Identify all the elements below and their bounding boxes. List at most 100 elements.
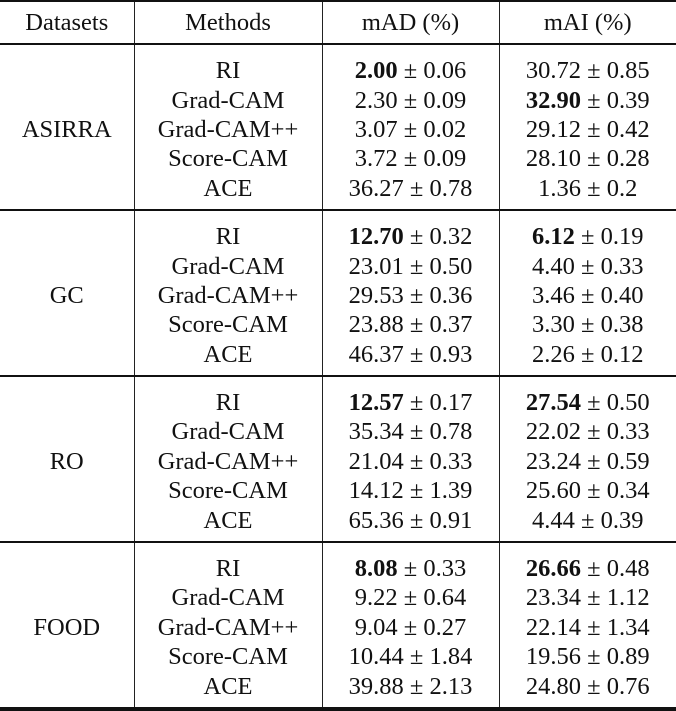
group-gap (0, 542, 676, 554)
mai-std: 0.50 (606, 389, 650, 417)
mai-mean: 3.30 (532, 311, 575, 339)
group-gap (0, 534, 676, 542)
mai-cell: 1.36 ± 0.2 (498, 173, 676, 203)
mad-std: 0.09 (423, 86, 467, 114)
plus-minus-sign: ± (587, 477, 601, 505)
plus-minus-sign: ± (581, 252, 595, 280)
mad-std: 0.64 (423, 584, 467, 612)
mai-cell: 24.80 ± 0.76 (498, 671, 676, 701)
mad-mean: 14.12 (348, 477, 404, 505)
mad-cell: 23.88 ± 0.37 (321, 310, 499, 340)
mad-cell: 2.30 ± 0.09 (321, 85, 499, 115)
table-row: Grad-CAM 9.22 ± 0.64 23.34 ± 1.12 (0, 583, 676, 613)
group-gap (0, 210, 676, 222)
dataset-name: GC (49, 281, 84, 309)
mai-std: 0.40 (600, 281, 644, 309)
table-row: Grad-CAM++ 21.04 ± 0.33 23.24 ± 0.59 (0, 446, 676, 477)
plus-minus-sign: ± (587, 613, 601, 641)
mai-std: 0.76 (606, 672, 650, 700)
plus-minus-sign: ± (403, 555, 418, 583)
plus-minus-sign: ± (409, 506, 424, 534)
mai-mean: 1.36 (538, 174, 582, 202)
mad-std: 0.36 (429, 281, 473, 309)
plus-minus-sign: ± (587, 555, 601, 583)
mai-cell: 4.40 ± 0.33 (498, 251, 676, 281)
group-gap (0, 202, 676, 210)
mai-mean: 23.34 (525, 584, 582, 612)
mad-cell: 23.01 ± 0.50 (321, 251, 499, 281)
mai-cell: 25.60 ± 0.34 (498, 476, 676, 506)
plus-minus-sign: ± (409, 389, 424, 417)
mad-mean: 12.57 (348, 389, 404, 417)
mai-std: 0.89 (606, 643, 650, 671)
mad-std: 0.50 (429, 252, 473, 280)
mad-std: 0.33 (423, 555, 467, 583)
plus-minus-sign: ± (403, 115, 418, 143)
mad-mean: 2.00 (354, 57, 398, 85)
mad-cell: 10.44 ± 1.84 (321, 642, 499, 672)
mai-std: 0.48 (606, 555, 650, 583)
mai-cell: 3.30 ± 0.38 (498, 310, 676, 340)
mai-mean: 29.12 (525, 115, 582, 143)
plus-minus-sign: ± (581, 506, 595, 534)
mai-std: 0.19 (600, 223, 644, 251)
mai-cell: 3.46 ± 0.40 (498, 280, 676, 311)
mad-cell: 9.22 ± 0.64 (321, 583, 499, 613)
mai-cell: 29.12 ± 0.42 (498, 114, 676, 145)
mad-cell: 12.57 ± 0.17 (321, 387, 499, 418)
table-row: Grad-CAM 35.34 ± 0.78 22.02 ± 0.33 (0, 417, 676, 447)
mad-std: 0.06 (423, 57, 467, 85)
mad-cell: 65.36 ± 0.91 (321, 505, 499, 535)
plus-minus-sign: ± (587, 115, 601, 143)
mad-cell: 8.08 ± 0.33 (321, 553, 499, 584)
mai-cell: 19.56 ± 0.89 (498, 642, 676, 672)
plus-minus-sign: ± (581, 281, 595, 309)
table-row: FOOD RI 8.08 ± 0.33 26.66 ± 0.48 (0, 553, 676, 641)
method-name: Grad-CAM++ (133, 114, 322, 145)
mad-std: 0.37 (429, 311, 473, 339)
mai-cell: 28.10 ± 0.28 (498, 144, 676, 174)
plus-minus-sign: ± (409, 223, 424, 251)
mad-cell: 3.72 ± 0.09 (321, 144, 499, 174)
plus-minus-sign: ± (409, 672, 424, 700)
mad-cell: 36.27 ± 0.78 (321, 173, 499, 203)
mai-mean: 3.46 (532, 281, 575, 309)
table-row: ACE 46.37 ± 0.93 2.26 ± 0.12 (0, 339, 676, 369)
method-name: ACE (133, 339, 322, 369)
plus-minus-sign: ± (409, 477, 424, 505)
plus-minus-sign: ± (587, 584, 601, 612)
mai-cell: 22.14 ± 1.34 (498, 612, 676, 643)
mad-cell: 3.07 ± 0.02 (321, 114, 499, 145)
plus-minus-sign: ± (409, 174, 424, 202)
mad-cell: 21.04 ± 0.33 (321, 446, 499, 477)
mad-std: 0.09 (423, 145, 467, 173)
mad-std: 0.32 (429, 223, 473, 251)
method-name: Score-CAM (133, 642, 322, 672)
header-mad: mAD (%) (321, 2, 499, 44)
mad-mean: 35.34 (348, 418, 404, 446)
mad-mean: 2.30 (354, 86, 398, 114)
method-name: Score-CAM (133, 476, 322, 506)
method-name: RI (133, 221, 322, 252)
mai-std: 0.85 (606, 57, 650, 85)
mad-std: 0.93 (429, 340, 473, 368)
mai-cell: 30.72 ± 0.85 (498, 56, 676, 86)
plus-minus-sign: ± (587, 672, 601, 700)
plus-minus-sign: ± (587, 174, 601, 202)
plus-minus-sign: ± (581, 223, 595, 251)
mai-cell: 23.24 ± 0.59 (498, 446, 676, 477)
mai-mean: 30.72 (525, 57, 582, 85)
table-row: ACE 36.27 ± 0.78 1.36 ± 0.2 (0, 173, 676, 203)
mai-mean: 4.40 (532, 252, 575, 280)
mad-cell: 12.70 ± 0.32 (321, 221, 499, 252)
mai-std: 0.42 (606, 115, 650, 143)
header-datasets: Datasets (25, 8, 109, 36)
plus-minus-sign: ± (587, 447, 601, 475)
mad-mean: 9.04 (354, 613, 398, 641)
plus-minus-sign: ± (587, 643, 601, 671)
mad-std: 2.13 (429, 672, 473, 700)
table-row: Grad-CAM++ 3.07 ± 0.02 29.12 ± 0.42 (0, 114, 676, 145)
method-name: ACE (133, 173, 322, 203)
